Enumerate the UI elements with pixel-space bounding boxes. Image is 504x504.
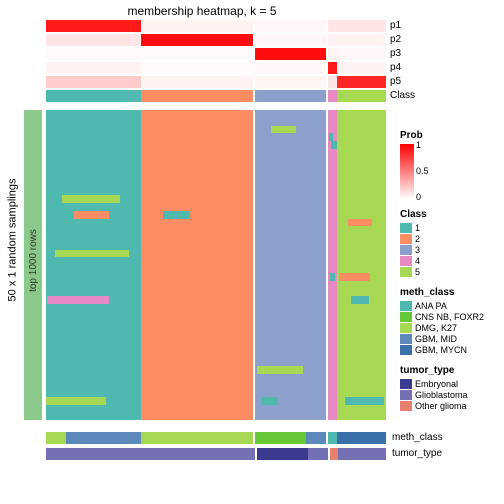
class-legend: Class 12345 bbox=[400, 209, 500, 277]
meth-legend: meth_class ANA PACNS NB, FOXR2DMG, K27GB… bbox=[400, 287, 500, 355]
side-label-samplings: 50 x 1 random samplings bbox=[2, 140, 22, 340]
bottom-track-label: meth_class bbox=[392, 432, 443, 443]
top-probability-tracks bbox=[46, 20, 386, 102]
tumor-legend: tumor_type EmbryonalGlioblastomaOther gl… bbox=[400, 365, 500, 411]
side-label-rows: top 1000 rows bbox=[24, 120, 42, 400]
bottom-track-label: tumor_type bbox=[392, 448, 442, 459]
main-heatmap bbox=[46, 110, 386, 420]
prob-gradient: 1 0.5 0 bbox=[400, 144, 414, 199]
chart-title: membership heatmap, k = 5 bbox=[0, 4, 404, 18]
bottom-annotation-tracks bbox=[46, 428, 386, 460]
prob-legend: Prob 1 0.5 0 bbox=[400, 130, 500, 199]
top-row-labels: p1p2p3p4p5Class bbox=[390, 20, 415, 104]
legend-area: Prob 1 0.5 0 Class 12345 meth_class ANA … bbox=[400, 130, 500, 421]
